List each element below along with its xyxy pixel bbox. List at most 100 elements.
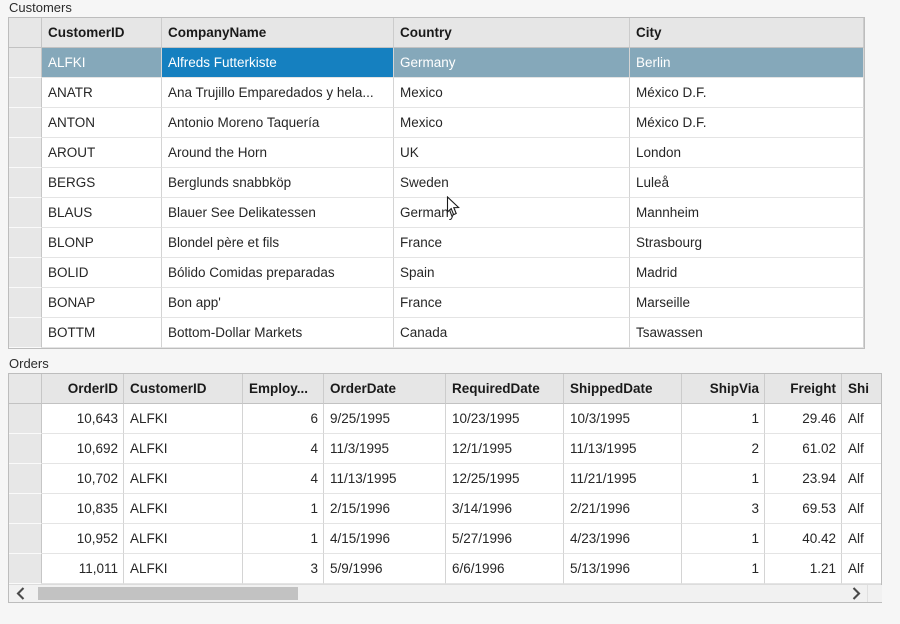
cell-orderid[interactable]: 10,952 — [42, 524, 124, 554]
customers-row[interactable]: AROUT Around the Horn UK London — [9, 138, 864, 168]
cell-orderid[interactable]: 10,692 — [42, 434, 124, 464]
cell-city[interactable]: London — [630, 138, 864, 168]
cell-shippeddate[interactable]: 2/21/1996 — [564, 494, 682, 524]
orders-row[interactable]: 10,952 ALFKI 1 4/15/1996 5/27/1996 4/23/1996 1… — [9, 524, 881, 554]
column-header-shi[interactable]: Shi — [842, 374, 881, 404]
cell-shippeddate[interactable]: 10/3/1995 — [564, 404, 682, 434]
cell-customerid[interactable]: ALFKI — [124, 554, 243, 584]
cell-shipvia[interactable]: 1 — [682, 554, 765, 584]
cell-customerid[interactable]: BLAUS — [42, 198, 162, 228]
orders-row[interactable]: 10,702 ALFKI 4 11/13/1995 12/25/1995 11/21/19… — [9, 464, 881, 494]
row-header[interactable] — [9, 228, 42, 258]
cell-city[interactable]: Berlin — [630, 48, 864, 78]
cell-orderdate[interactable]: 11/3/1995 — [324, 434, 446, 464]
cell-city[interactable]: Tsawassen — [630, 318, 864, 348]
cell-freight[interactable]: 29.46 — [765, 404, 842, 434]
cell-country[interactable]: Mexico — [394, 78, 630, 108]
orders-row[interactable]: 10,835 ALFKI 1 2/15/1996 3/14/1996 2/21/1996 3… — [9, 494, 881, 524]
cell-shippeddate[interactable]: 11/21/1995 — [564, 464, 682, 494]
cell-companyname[interactable]: Bólido Comidas preparadas — [162, 258, 394, 288]
cell-orderid[interactable]: 10,643 — [42, 404, 124, 434]
cell-shi[interactable]: Alf — [842, 434, 881, 464]
cell-city[interactable]: Madrid — [630, 258, 864, 288]
customers-row[interactable]: BONAP Bon app' France Marseille — [9, 288, 864, 318]
cell-companyname[interactable]: Blauer See Delikatessen — [162, 198, 394, 228]
scrollbar-track[interactable] — [31, 585, 845, 602]
cell-shi[interactable]: Alf — [842, 464, 881, 494]
cell-customerid[interactable]: ALFKI — [42, 48, 162, 78]
cell-country[interactable]: Sweden — [394, 168, 630, 198]
customers-row[interactable]: ALFKI Alfreds Futterkiste Germany Berlin — [9, 48, 864, 78]
row-header[interactable] — [9, 404, 42, 434]
cell-shipvia[interactable]: 2 — [682, 434, 765, 464]
cell-customerid[interactable]: ALFKI — [124, 404, 243, 434]
row-header[interactable] — [9, 524, 42, 554]
column-header-country[interactable]: Country — [394, 18, 630, 48]
cell-orderdate[interactable]: 4/15/1996 — [324, 524, 446, 554]
cell-country[interactable]: Canada — [394, 318, 630, 348]
cell-companyname[interactable]: Alfreds Futterkiste — [162, 48, 394, 78]
cell-freight[interactable]: 1.21 — [765, 554, 842, 584]
cell-customerid[interactable]: BLONP — [42, 228, 162, 258]
cell-customerid[interactable]: BONAP — [42, 288, 162, 318]
orders-row[interactable]: 10,643 ALFKI 6 9/25/1995 10/23/1995 10/3/1995… — [9, 404, 881, 434]
cell-shipvia[interactable]: 1 — [682, 464, 765, 494]
cell-companyname[interactable]: Bon app' — [162, 288, 394, 318]
cell-country[interactable]: Germany — [394, 198, 630, 228]
customers-row[interactable]: ANTON Antonio Moreno Taquería Mexico México… — [9, 108, 864, 138]
cell-employ[interactable]: 1 — [243, 494, 324, 524]
row-header[interactable] — [9, 138, 42, 168]
cell-orderdate[interactable]: 11/13/1995 — [324, 464, 446, 494]
cell-employ[interactable]: 3 — [243, 554, 324, 584]
cell-orderdate[interactable]: 5/9/1996 — [324, 554, 446, 584]
cell-country[interactable]: Spain — [394, 258, 630, 288]
cell-requireddate[interactable]: 5/27/1996 — [446, 524, 564, 554]
cell-companyname[interactable]: Blondel père et fils — [162, 228, 394, 258]
column-header-freight[interactable]: Freight — [765, 374, 842, 404]
cell-freight[interactable]: 69.53 — [765, 494, 842, 524]
cell-freight[interactable]: 61.02 — [765, 434, 842, 464]
cell-employ[interactable]: 4 — [243, 464, 324, 494]
customers-row[interactable]: ANATR Ana Trujillo Emparedados y hela... M… — [9, 78, 864, 108]
cell-requireddate[interactable]: 3/14/1996 — [446, 494, 564, 524]
customers-row[interactable]: BLONP Blondel père et fils France Strasbour… — [9, 228, 864, 258]
row-header[interactable] — [9, 464, 42, 494]
row-header[interactable] — [9, 318, 42, 348]
orders-row[interactable]: 10,692 ALFKI 4 11/3/1995 12/1/1995 11/13/1995… — [9, 434, 881, 464]
cell-customerid[interactable]: BOTTM — [42, 318, 162, 348]
customers-row[interactable]: BLAUS Blauer See Delikatessen Germany Mannh… — [9, 198, 864, 228]
cell-companyname[interactable]: Bottom-Dollar Markets — [162, 318, 394, 348]
cell-country[interactable]: France — [394, 228, 630, 258]
cell-city[interactable]: México D.F. — [630, 78, 864, 108]
cell-freight[interactable]: 40.42 — [765, 524, 842, 554]
cell-customerid[interactable]: ALFKI — [124, 464, 243, 494]
column-header-companyname[interactable]: CompanyName — [162, 18, 394, 48]
cell-shi[interactable]: Alf — [842, 524, 881, 554]
select-all-corner[interactable] — [9, 18, 42, 48]
row-header[interactable] — [9, 434, 42, 464]
cell-shippeddate[interactable]: 5/13/1996 — [564, 554, 682, 584]
customers-row[interactable]: BERGS Berglunds snabbköp Sweden Luleå — [9, 168, 864, 198]
cell-shippeddate[interactable]: 4/23/1996 — [564, 524, 682, 554]
cell-country[interactable]: UK — [394, 138, 630, 168]
orders-row[interactable]: 11,011 ALFKI 3 5/9/1996 6/6/1996 5/13/1996 1 1.… — [9, 554, 881, 584]
cell-employ[interactable]: 1 — [243, 524, 324, 554]
cell-customerid[interactable]: BOLID — [42, 258, 162, 288]
cell-requireddate[interactable]: 12/25/1995 — [446, 464, 564, 494]
cell-customerid[interactable]: ANATR — [42, 78, 162, 108]
cell-customerid[interactable]: ALFKI — [124, 524, 243, 554]
column-header-customerid[interactable]: CustomerID — [42, 18, 162, 48]
row-header[interactable] — [9, 108, 42, 138]
cell-city[interactable]: México D.F. — [630, 108, 864, 138]
row-header[interactable] — [9, 48, 42, 78]
row-header[interactable] — [9, 494, 42, 524]
column-header-customerid[interactable]: CustomerID — [124, 374, 243, 404]
cell-orderdate[interactable]: 9/25/1995 — [324, 404, 446, 434]
cell-shi[interactable]: Alf — [842, 404, 881, 434]
cell-city[interactable]: Marseille — [630, 288, 864, 318]
cell-orderid[interactable]: 10,835 — [42, 494, 124, 524]
column-header-city[interactable]: City — [630, 18, 864, 48]
cell-city[interactable]: Luleå — [630, 168, 864, 198]
scroll-right-button[interactable] — [845, 585, 867, 602]
cell-employ[interactable]: 6 — [243, 404, 324, 434]
